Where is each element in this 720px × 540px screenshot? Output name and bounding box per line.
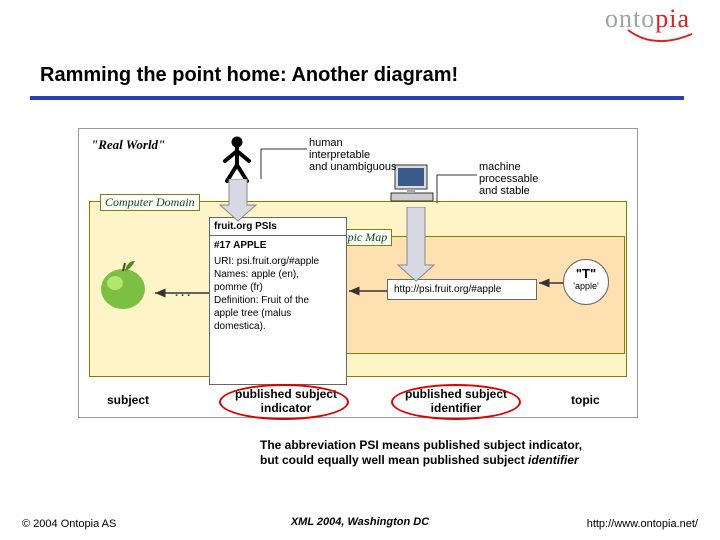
human-label: human interpretable and unambiguous <box>309 137 396 173</box>
computer-domain-label: Computer Domain <box>100 194 200 211</box>
person-icon <box>219 135 255 183</box>
footer-url: http://www.ontopia.net/ <box>587 518 698 530</box>
psi-line: apple tree (malus <box>214 307 342 320</box>
t-sub: 'apple' <box>564 281 608 291</box>
caption: The abbreviation PSI means published sub… <box>260 438 630 468</box>
logo: ontopia <box>605 4 690 34</box>
computer-domain-box: Computer Domain Topic Map <box>89 201 627 377</box>
psi-line: Names: apple (en), <box>214 268 342 281</box>
col-topic: topic <box>571 393 600 407</box>
psi-line: URI: psi.fruit.org/#apple <box>214 255 342 268</box>
arrow-computer-down <box>394 207 438 293</box>
highlight-oval-psid <box>391 384 521 420</box>
apple-icon <box>95 257 155 313</box>
title-underline <box>30 96 684 100</box>
topic-circle: "T" 'apple' <box>563 259 609 305</box>
psi-line: domestica). <box>214 320 342 333</box>
psi-document: fruit.org PSIs #17 APPLE URI: psi.fruit.… <box>209 217 347 385</box>
psi-line: Definition: Fruit of the <box>214 294 342 307</box>
ellipsis: ... <box>175 287 193 299</box>
machine-label: machine processable and stable <box>479 161 538 197</box>
slide-title: Ramming the point home: Another diagram! <box>40 64 458 87</box>
psi-title: #17 APPLE <box>214 239 342 252</box>
real-world-label: "Real World" <box>91 137 165 153</box>
arrow-person-down <box>216 179 260 233</box>
highlight-oval-psi <box>219 384 349 420</box>
t-label: "T" <box>564 266 608 281</box>
psi-line: pomme (fr) <box>214 281 342 294</box>
diagram-frame: "Real World" Computer Domain Topic Map .… <box>78 128 638 418</box>
logo-swoosh <box>626 28 696 48</box>
col-subject: subject <box>107 393 149 407</box>
